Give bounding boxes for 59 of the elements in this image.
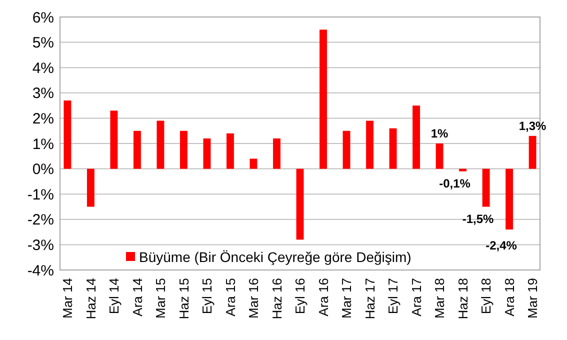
x-tick-label: Haz 17	[362, 278, 378, 320]
y-tick-label: -1%	[27, 186, 54, 204]
y-tick-label: 3%	[32, 85, 54, 102]
x-tick-label: Mar 14	[60, 278, 75, 318]
bar	[436, 144, 444, 169]
bar	[528, 136, 536, 169]
bar	[156, 120, 164, 169]
bar	[482, 168, 490, 207]
x-tick-label: Mar 17	[339, 278, 354, 318]
x-tick-label: Mar 19	[525, 278, 540, 318]
bar	[250, 158, 258, 169]
data-label: -0,1%	[439, 176, 471, 190]
bar	[389, 128, 397, 169]
data-label: 1,3%	[518, 118, 547, 133]
bar	[180, 130, 188, 169]
x-tick-label: Haz 15	[176, 278, 192, 320]
x-tick-label: Haz 16	[269, 278, 284, 320]
y-tick-label: 5%	[32, 34, 54, 52]
x-tick-label: Eyl 16	[292, 278, 308, 314]
x-tick-label: Mar 18	[432, 278, 448, 318]
legend-label: Büyüme (Bir Önceki Çeyreğe göre Değişim)	[139, 248, 412, 265]
x-tick-label: Eyl 18	[478, 278, 494, 314]
bar	[320, 30, 327, 169]
y-tick-label: 0%	[32, 161, 54, 178]
bar	[64, 100, 72, 169]
bar	[506, 168, 514, 230]
x-tick-label: Eyl 17	[386, 278, 401, 314]
x-tick-label: Haz 14	[83, 278, 98, 320]
x-tick-label: Eyl 14	[106, 278, 122, 314]
y-tick-label: 1%	[32, 136, 54, 153]
bar	[203, 138, 211, 169]
y-tick-label: 6%	[32, 9, 54, 26]
x-tick-label: Eyl 15	[200, 278, 215, 314]
bar	[296, 168, 304, 240]
bar	[226, 133, 234, 169]
x-tick-label: Mar 16	[246, 278, 262, 318]
x-tick-label: Ara 18	[502, 278, 517, 316]
bar	[110, 110, 118, 169]
bar	[273, 138, 280, 169]
x-tick-label: Ara 17	[408, 278, 424, 316]
x-tick-label: Ara 16	[316, 278, 331, 316]
bar	[86, 168, 94, 207]
y-tick-label: -2%	[27, 212, 54, 229]
bar	[342, 130, 350, 169]
bar	[412, 106, 420, 169]
bar	[366, 120, 374, 169]
bar	[133, 130, 141, 169]
x-tick-label: Haz 18	[455, 278, 470, 320]
y-tick-label: -3%	[27, 236, 54, 254]
data-label: 1%	[430, 126, 449, 140]
y-tick-label: 4%	[32, 60, 54, 77]
data-label: -2,4%	[486, 238, 518, 253]
y-tick-label: -4%	[27, 262, 54, 280]
y-tick-label: 2%	[32, 110, 54, 128]
x-tick-label: Mar 15	[153, 278, 168, 318]
x-tick-label: Ara 14	[130, 278, 145, 316]
x-tick-label: Ara 15	[222, 278, 238, 316]
data-label: -1,5%	[462, 212, 494, 226]
bar	[459, 168, 467, 172]
